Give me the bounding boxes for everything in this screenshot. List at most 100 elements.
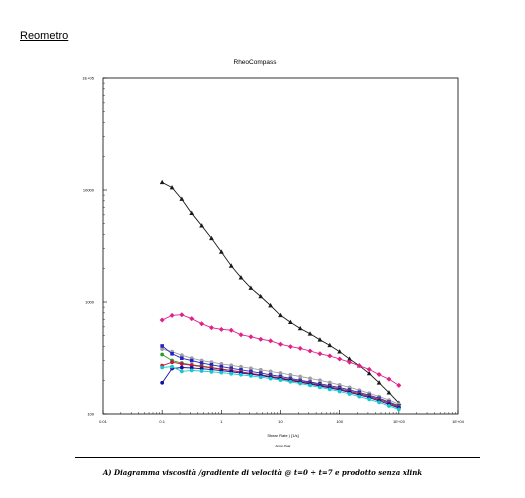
data-point: [268, 338, 274, 344]
data-point: [347, 356, 352, 361]
data-point: [386, 376, 392, 382]
caption-divider: [75, 457, 480, 458]
section-heading: Reometro: [20, 30, 69, 42]
data-point: [396, 382, 402, 388]
data-point: [278, 341, 283, 347]
x-axis-label: Shear Rate ) [1/s]: [267, 433, 298, 438]
x-tick-label: 100: [336, 419, 343, 424]
data-point: [238, 332, 244, 338]
data-point: [209, 362, 214, 367]
data-point: [278, 371, 283, 375]
y-tick-label: 1000: [85, 300, 95, 305]
data-point: [297, 325, 303, 331]
series-line: [161, 182, 400, 404]
chart-series: [159, 179, 402, 412]
data-point: [229, 366, 234, 371]
data-point: [179, 196, 185, 201]
x-tick-label: 10: [278, 419, 283, 424]
data-point: [317, 351, 323, 357]
data-point: [189, 368, 194, 373]
data-point: [179, 369, 184, 374]
data-point: [229, 371, 234, 376]
data-point: [159, 179, 165, 185]
data-point: [308, 383, 312, 388]
data-point: [199, 369, 204, 373]
data-point: [199, 223, 205, 228]
data-point: [248, 373, 253, 378]
x-tick-label: 0.01: [99, 419, 108, 424]
data-point: [239, 372, 243, 377]
data-point: [308, 376, 312, 381]
data-point: [160, 344, 164, 348]
data-point: [248, 285, 254, 290]
data-point: [366, 366, 372, 372]
data-point: [318, 385, 322, 390]
data-point: [337, 389, 342, 394]
data-point: [356, 363, 362, 369]
data-point: [337, 349, 343, 354]
data-point: [179, 312, 185, 318]
data-point: [248, 366, 253, 371]
x-tick-label: 0.1: [159, 419, 165, 424]
data-point: [318, 378, 322, 383]
data-point: [376, 372, 382, 378]
data-point: [268, 302, 274, 308]
data-point: [169, 185, 175, 190]
chart-title: RheoCompass: [234, 59, 278, 66]
data-point: [189, 210, 195, 216]
data-point: [337, 356, 343, 362]
data-point: [298, 374, 303, 379]
data-point: [288, 379, 293, 384]
data-point: [180, 356, 184, 360]
data-point: [238, 275, 244, 280]
data-point: [307, 348, 313, 354]
data-point: [278, 312, 283, 318]
data-point: [239, 368, 243, 372]
data-point: [248, 334, 254, 340]
data-point: [218, 249, 224, 254]
data-point: [327, 342, 333, 348]
data-point: [209, 235, 214, 241]
data-point: [347, 359, 353, 365]
data-point: [179, 365, 184, 370]
data-point: [189, 316, 195, 322]
data-point: [297, 345, 303, 351]
data-point: [189, 358, 194, 363]
data-point: [209, 369, 214, 374]
data-point: [218, 326, 224, 332]
y-tick-label: 1E+05: [82, 76, 94, 81]
data-point: [159, 317, 165, 323]
data-point: [170, 364, 174, 369]
data-point: [367, 397, 372, 402]
data-point: [160, 380, 165, 385]
data-point: [317, 337, 323, 342]
chart-axes: 0.01 0.1 1 10 100 1E+03 1E+04 100 1000 10000 1E+05: [82, 76, 464, 425]
data-point: [396, 407, 401, 412]
data-point: [327, 380, 332, 385]
y-tick-label: 100: [87, 412, 94, 417]
series-2: [159, 312, 402, 388]
data-point: [228, 263, 234, 268]
data-point: [288, 372, 293, 377]
data-point: [229, 363, 234, 368]
data-point: [387, 404, 391, 408]
data-point: [258, 293, 264, 299]
data-point: [258, 375, 263, 380]
data-point: [386, 390, 392, 395]
rheology-chart: RheoCompass 0.01 0.1 1 10 100 1E+03 1E+04 100 10…: [82, 59, 464, 448]
data-point: [179, 353, 184, 358]
data-point: [258, 367, 263, 372]
data-point: [239, 364, 243, 369]
x-tick-label: 1: [220, 419, 223, 424]
data-point: [268, 376, 273, 381]
data-point: [219, 364, 224, 369]
series-8: [160, 364, 401, 412]
chart-footer: Anton Paar: [275, 444, 290, 448]
data-point: [376, 380, 382, 385]
data-point: [377, 400, 382, 405]
data-point: [357, 394, 362, 399]
data-point: [327, 387, 332, 392]
data-point: [160, 352, 165, 357]
data-point: [307, 331, 313, 336]
data-point: [170, 360, 174, 365]
